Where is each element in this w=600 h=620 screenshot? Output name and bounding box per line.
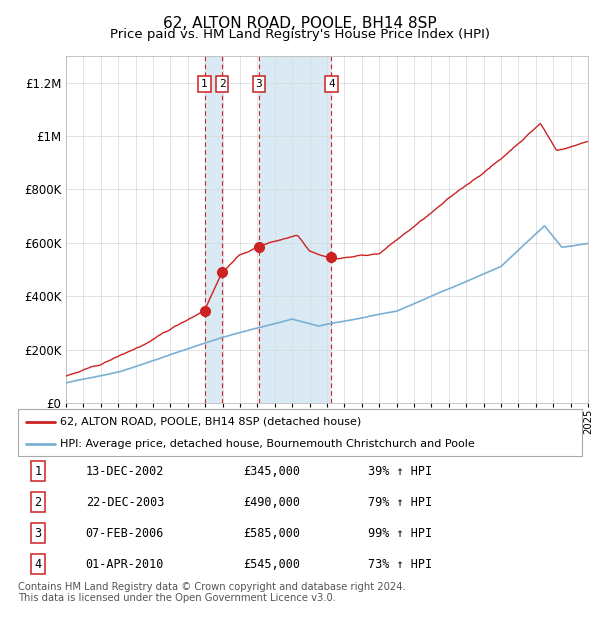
Text: Contains HM Land Registry data © Crown copyright and database right 2024.
This d: Contains HM Land Registry data © Crown c… (18, 582, 406, 603)
Text: £345,000: £345,000 (244, 465, 301, 477)
Text: 3: 3 (256, 79, 262, 89)
Text: 07-FEB-2006: 07-FEB-2006 (86, 527, 164, 539)
Text: 4: 4 (34, 558, 41, 570)
Text: 22-DEC-2003: 22-DEC-2003 (86, 496, 164, 508)
Text: £545,000: £545,000 (244, 558, 301, 570)
Text: Price paid vs. HM Land Registry's House Price Index (HPI): Price paid vs. HM Land Registry's House … (110, 28, 490, 41)
Text: 4: 4 (328, 79, 335, 89)
Text: 3: 3 (34, 527, 41, 539)
Text: 2: 2 (219, 79, 226, 89)
Text: 73% ↑ HPI: 73% ↑ HPI (368, 558, 432, 570)
Bar (205, 56, 222, 403)
Text: 79% ↑ HPI: 79% ↑ HPI (368, 496, 432, 508)
Text: 1: 1 (34, 465, 41, 477)
Text: 1: 1 (201, 79, 208, 89)
Text: 62, ALTON ROAD, POOLE, BH14 8SP (detached house): 62, ALTON ROAD, POOLE, BH14 8SP (detache… (60, 417, 362, 427)
Text: 01-APR-2010: 01-APR-2010 (86, 558, 164, 570)
Text: 39% ↑ HPI: 39% ↑ HPI (368, 465, 432, 477)
Text: £585,000: £585,000 (244, 527, 301, 539)
Text: £490,000: £490,000 (244, 496, 301, 508)
Text: HPI: Average price, detached house, Bournemouth Christchurch and Poole: HPI: Average price, detached house, Bour… (60, 439, 475, 449)
Bar (259, 56, 331, 403)
Text: 99% ↑ HPI: 99% ↑ HPI (368, 527, 432, 539)
Text: 62, ALTON ROAD, POOLE, BH14 8SP: 62, ALTON ROAD, POOLE, BH14 8SP (163, 16, 437, 30)
Text: 13-DEC-2002: 13-DEC-2002 (86, 465, 164, 477)
Text: 2: 2 (34, 496, 41, 508)
